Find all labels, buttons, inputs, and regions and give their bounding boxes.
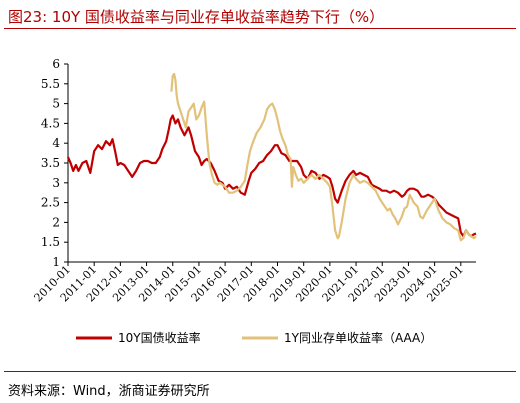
source-note: 资料来源：Wind，浙商证券研究所 — [8, 384, 210, 399]
series-line-10y-bond — [66, 114, 477, 238]
legend-label-10y-bond: 10Y国债收益率 — [118, 330, 201, 345]
y-tick-label: 5.5 — [41, 77, 60, 91]
chart-series — [66, 72, 477, 242]
chart-legend: 10Y国债收益率 1Y同业存单收益率（AAA） — [76, 330, 432, 345]
y-tick-label: 1 — [52, 255, 60, 269]
y-tick-label: 2.5 — [41, 196, 60, 210]
y-tick-label: 4 — [52, 136, 60, 150]
footer-rule — [4, 371, 516, 372]
y-tick-label: 6 — [52, 57, 60, 71]
y-tick-label: 2 — [52, 215, 60, 229]
chart-axes: 11.522.533.544.555.562010-012011-012012-… — [32, 57, 476, 304]
legend-label-1y-ncd: 1Y同业存单收益率（AAA） — [284, 330, 432, 345]
y-tick-label: 3 — [52, 176, 60, 190]
y-tick-label: 3.5 — [41, 156, 60, 170]
figure-title: 图23: 10Y 国债收益率与同业存单收益率趋势下行（%） — [8, 8, 385, 26]
title-rule — [4, 28, 516, 29]
y-tick-label: 4.5 — [41, 116, 60, 130]
line-chart: 11.522.533.544.555.562010-012011-012012-… — [32, 57, 477, 345]
y-tick-label: 5 — [52, 97, 60, 111]
series-line-1y-ncd — [170, 72, 477, 242]
y-tick-label: 1.5 — [41, 235, 60, 249]
